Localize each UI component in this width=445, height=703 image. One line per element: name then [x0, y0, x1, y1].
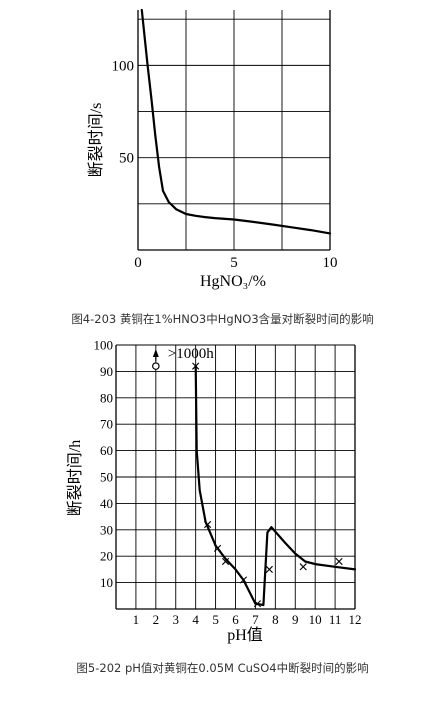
chart1-series-line [140, 8, 332, 235]
chart2-xtick-label: 7 [252, 612, 259, 627]
chart2-ytick-label: 60 [100, 443, 113, 458]
chart2-ytick-label: 20 [100, 549, 113, 564]
chart2-xtick-label: 10 [309, 612, 322, 627]
chart1-xtick-label: 0 [134, 255, 142, 271]
chart2-xtick-label: 5 [212, 612, 219, 627]
chart2-ylabel: 断裂时间/h [66, 440, 84, 516]
chart1-xtick-label: 10 [323, 255, 338, 271]
chart2-cross-marker [265, 565, 273, 573]
chart2-ytick-label: 40 [100, 496, 113, 511]
chart1-xtick-label: 5 [230, 255, 238, 271]
chart2-xlabel: pH值 [227, 626, 263, 644]
chart2-grid [116, 344, 355, 609]
chart2-xtick-label: 2 [153, 612, 160, 627]
chart2-xtick-label: 11 [329, 612, 342, 627]
chart1-ytick-label: 100 [112, 58, 135, 74]
chart1-tick-labels: 0 5 10 50 100 [112, 58, 338, 271]
chart-hgno3-breaking-time: 0 5 10 50 100 断裂时间/s HgNO₃/% [87, 8, 338, 290]
chart1-ylabel: 断裂时间/s [87, 103, 105, 178]
chart2-cross-marker [299, 563, 307, 571]
chart2-caption: 图5-202 pH值对黄铜在0.05M CuSO4中断裂时间的影响 [76, 661, 369, 675]
chart2-markers [152, 362, 343, 608]
chart2-cross-marker [253, 600, 261, 608]
chart2-xtick-label: 6 [232, 612, 239, 627]
chart2-cross-marker [335, 557, 343, 566]
chart2-cross-marker [213, 544, 222, 552]
chart2-cross-marker [204, 520, 212, 529]
chart2-annotations: >1000h [152, 346, 214, 362]
chart2-cross-marker [192, 362, 200, 370]
chart2-xtick-label: 4 [192, 612, 199, 627]
chart2-annotation: >1000h [168, 346, 214, 362]
chart2-cross-marker [239, 576, 248, 584]
chart2-xtick-label: 3 [173, 612, 180, 627]
chart2-xtick-label: 8 [272, 612, 279, 627]
chart2-xtick-label: 1 [133, 612, 140, 627]
chart2-cross-marker [221, 557, 230, 566]
chart2-ytick-label: 80 [100, 390, 113, 405]
chart2-xtick-label: 12 [349, 612, 362, 627]
chart1-grid [138, 10, 330, 250]
chart2-ytick-label: 50 [100, 470, 113, 485]
chart2-ytick-label: 70 [100, 417, 113, 432]
chart1-xlabel: HgNO₃/% [200, 273, 266, 290]
chart2-xtick-label: 9 [292, 612, 299, 627]
chart2-ytick-label: 10 [100, 575, 113, 590]
chart2-ytick-label: 90 [100, 364, 113, 379]
chart1-ytick-label: 50 [119, 151, 134, 167]
chart2-arrow-head [152, 349, 159, 357]
chart2-ytick-label: 100 [94, 338, 114, 353]
chart1-caption: 图4-203 黄铜在1%HNO3中HgNO3含量对断裂时间的影响 [71, 312, 374, 326]
chart2-ytick-label: 30 [100, 522, 113, 537]
chart2-axes [115, 345, 356, 610]
chart2-circle-marker [152, 362, 160, 370]
chart1-axes [137, 10, 331, 251]
